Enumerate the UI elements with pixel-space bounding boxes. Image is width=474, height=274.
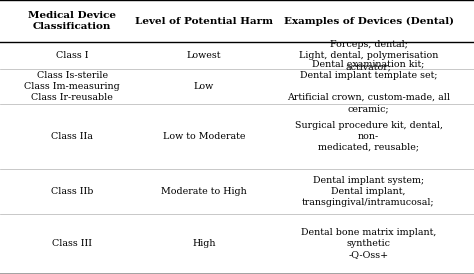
Text: Class I: Class I <box>56 51 89 60</box>
Text: Examples of Devices (Dental): Examples of Devices (Dental) <box>283 17 454 26</box>
Text: Moderate to High: Moderate to High <box>161 187 246 196</box>
Text: Dental examination kit;
Dental implant template set;

Artificial crown, custom-m: Dental examination kit; Dental implant t… <box>287 60 450 113</box>
Text: Class III: Class III <box>52 239 92 248</box>
Text: Class IIb: Class IIb <box>51 187 93 196</box>
Text: Low to Moderate: Low to Moderate <box>163 132 245 141</box>
Text: Dental bone matrix implant,
synthetic
-Q-Oss+: Dental bone matrix implant, synthetic -Q… <box>301 228 436 259</box>
Text: Class IIa: Class IIa <box>51 132 93 141</box>
Text: Class Is-sterile
Class Im-measuring
Class Ir-reusable: Class Is-sterile Class Im-measuring Clas… <box>24 71 120 102</box>
Text: Level of Potential Harm: Level of Potential Harm <box>135 17 273 26</box>
Text: High: High <box>192 239 216 248</box>
Text: Dental implant system;
Dental implant,
transgingival/intramucosal;: Dental implant system; Dental implant, t… <box>302 176 435 207</box>
Text: Lowest: Lowest <box>187 51 221 60</box>
Text: Surgical procedure kit, dental,
non-
medicated, reusable;: Surgical procedure kit, dental, non- med… <box>294 121 443 152</box>
Text: Forceps, dental;
Light, dental, polymerisation
activator;: Forceps, dental; Light, dental, polymeri… <box>299 40 438 71</box>
Text: Low: Low <box>194 82 214 91</box>
Text: Medical Device
Classification: Medical Device Classification <box>28 11 116 31</box>
